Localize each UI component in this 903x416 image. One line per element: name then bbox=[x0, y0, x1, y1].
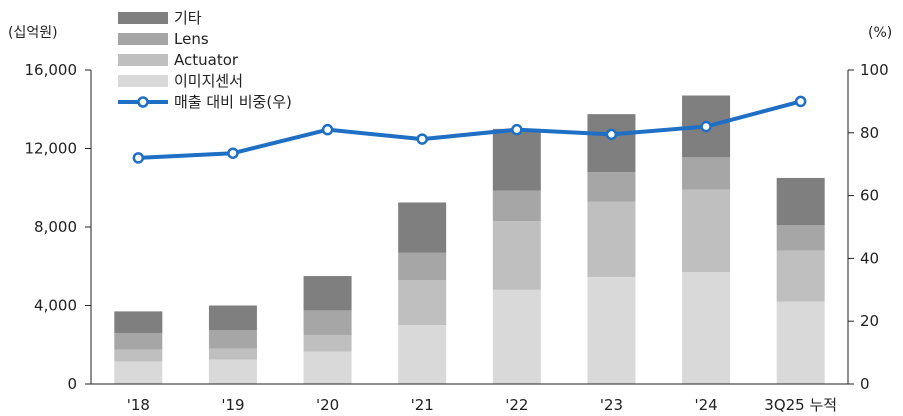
legend-swatch bbox=[118, 33, 168, 45]
ratio-line bbox=[138, 99, 802, 160]
ratio-point bbox=[227, 147, 239, 159]
left-tick-label: 0 bbox=[67, 375, 77, 393]
right-tick-label: 80 bbox=[860, 124, 879, 142]
bar-segment bbox=[398, 279, 447, 326]
ratio-line-series bbox=[132, 95, 807, 164]
x-tick-label: '23 bbox=[600, 396, 623, 414]
bar-segment bbox=[587, 172, 636, 202]
right-tick-label: 0 bbox=[860, 375, 870, 393]
bar-segment bbox=[587, 114, 636, 173]
x-tick-label: '24 bbox=[694, 396, 717, 414]
legend-label: 이미지센서 bbox=[174, 72, 243, 90]
bar-segment bbox=[776, 177, 825, 226]
x-axis: '18 '19 '20 '21 '22 '23 '24 3Q25 누적 bbox=[91, 383, 848, 414]
left-tick-label: 16,000 bbox=[25, 61, 78, 79]
bar-segment bbox=[682, 189, 731, 273]
left-tick-label: 12,000 bbox=[25, 140, 78, 158]
ratio-point bbox=[321, 123, 334, 136]
ratio-point bbox=[416, 133, 428, 145]
bar-segment bbox=[208, 359, 257, 384]
bar-segment bbox=[587, 277, 636, 384]
bar-segment bbox=[303, 276, 352, 311]
bar-series bbox=[114, 95, 825, 384]
bar-segment bbox=[776, 250, 825, 302]
bar-segment bbox=[114, 361, 163, 384]
legend-line-marker bbox=[137, 96, 149, 108]
bar-segment bbox=[398, 202, 447, 253]
bar-segment bbox=[398, 325, 447, 384]
bar-segment bbox=[303, 351, 352, 384]
right-axis-unit-label: (%) bbox=[868, 25, 892, 41]
x-tick-label: '18 bbox=[127, 396, 150, 414]
right-tick-label: 40 bbox=[860, 249, 879, 267]
bar-segment bbox=[303, 334, 352, 352]
bar-segment bbox=[114, 311, 163, 333]
bar-segment bbox=[492, 289, 541, 384]
bar-segment bbox=[303, 310, 352, 335]
bar-segment bbox=[208, 330, 257, 349]
x-tick-label: '19 bbox=[221, 396, 244, 414]
left-axis-unit-label: (십억원) bbox=[8, 25, 58, 41]
bar-segment bbox=[492, 128, 541, 191]
bar-segment bbox=[492, 190, 541, 222]
right-tick-label: 100 bbox=[860, 61, 889, 79]
left-tick-label: 4,000 bbox=[34, 297, 77, 315]
bar-segment bbox=[587, 201, 636, 278]
left-axis: 0 4,000 8,000 12,000 16,000 bbox=[25, 61, 92, 393]
bar-segment bbox=[682, 157, 731, 190]
bar-segment bbox=[492, 221, 541, 290]
right-tick-label: 60 bbox=[860, 187, 879, 205]
bar-segment bbox=[682, 272, 731, 384]
bar-segment bbox=[776, 225, 825, 251]
right-axis: 0 20 40 60 80 100 bbox=[847, 61, 889, 393]
legend-label: 기타 bbox=[174, 9, 202, 27]
legend-swatch bbox=[118, 12, 168, 24]
ratio-point bbox=[132, 152, 145, 164]
bar-segment bbox=[208, 348, 257, 360]
x-tick-label: '20 bbox=[316, 396, 339, 414]
right-tick-label: 20 bbox=[860, 312, 879, 330]
legend-label: 매출 대비 비중(우) bbox=[174, 93, 292, 111]
bar-segment bbox=[776, 301, 825, 384]
legend-label: Actuator bbox=[174, 51, 239, 69]
ratio-point bbox=[700, 120, 712, 133]
ratio-point bbox=[511, 123, 523, 136]
ratio-point bbox=[794, 95, 807, 108]
ratio-point bbox=[605, 128, 618, 141]
bar-segment bbox=[208, 305, 257, 331]
bar-segment bbox=[114, 332, 163, 350]
bar-segment bbox=[398, 252, 447, 280]
x-tick-label: 3Q25 누적 bbox=[764, 396, 837, 414]
x-tick-label: '22 bbox=[505, 396, 528, 414]
left-tick-label: 8,000 bbox=[34, 218, 77, 236]
legend-swatch bbox=[118, 54, 168, 66]
legend-swatch bbox=[118, 75, 168, 87]
bar-segment bbox=[114, 349, 163, 362]
x-tick-label: '21 bbox=[411, 396, 434, 414]
legend-label: Lens bbox=[174, 30, 209, 48]
